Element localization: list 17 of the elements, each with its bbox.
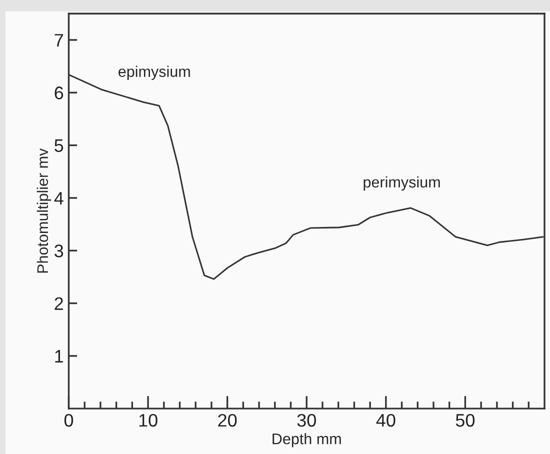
y-tick-label: 4	[54, 192, 64, 204]
x-tick-label: 0	[64, 414, 74, 427]
y-axis-title: Photomultiplier mv	[36, 148, 52, 273]
x-tick-label: 50	[456, 414, 475, 427]
annotation: epimysium	[118, 66, 190, 80]
x-tick-label: 20	[218, 414, 237, 427]
y-tick-label: 2	[54, 297, 63, 310]
y-tick-label: 6	[54, 86, 64, 100]
y-tick-label: 1	[55, 350, 64, 362]
x-axis-title: Depth mm	[272, 433, 341, 448]
x-tick-label: 40	[376, 414, 396, 427]
x-tick-label: 30	[297, 414, 316, 427]
annotation: perimysium	[364, 176, 440, 191]
y-tick-label: 7	[54, 34, 63, 46]
y-tick-label: 5	[54, 139, 64, 152]
x-tick-label: 10	[139, 414, 158, 427]
y-tick-label: 3	[54, 244, 64, 258]
